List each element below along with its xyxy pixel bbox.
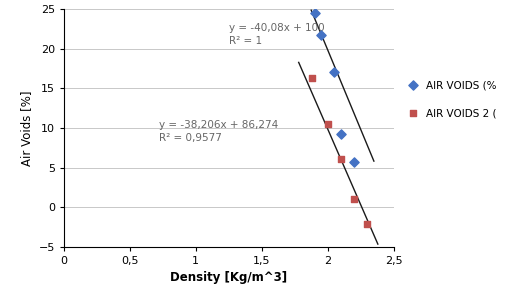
AIR VOIDS (% [350, 160, 359, 164]
Text: y = -38,206x + 86,274
R² = 0,9577: y = -38,206x + 86,274 R² = 0,9577 [159, 120, 278, 144]
AIR VOIDS 2 ( [363, 222, 371, 226]
AIR VOIDS 2 ( [337, 157, 345, 161]
AIR VOIDS (% [317, 33, 326, 38]
Y-axis label: Air Voids [%]: Air Voids [%] [20, 90, 33, 166]
AIR VOIDS (% [337, 132, 345, 137]
AIR VOIDS 2 ( [307, 76, 316, 80]
AIR VOIDS (% [330, 70, 338, 75]
X-axis label: Density [Kg/m^3]: Density [Kg/m^3] [170, 272, 287, 284]
AIR VOIDS (% [310, 11, 319, 15]
AIR VOIDS 2 ( [323, 122, 332, 126]
Text: y = -40,08x + 100
R² = 1: y = -40,08x + 100 R² = 1 [229, 23, 325, 46]
Legend: AIR VOIDS (%, AIR VOIDS 2 (: AIR VOIDS (%, AIR VOIDS 2 ( [405, 78, 499, 121]
AIR VOIDS 2 ( [350, 197, 359, 202]
